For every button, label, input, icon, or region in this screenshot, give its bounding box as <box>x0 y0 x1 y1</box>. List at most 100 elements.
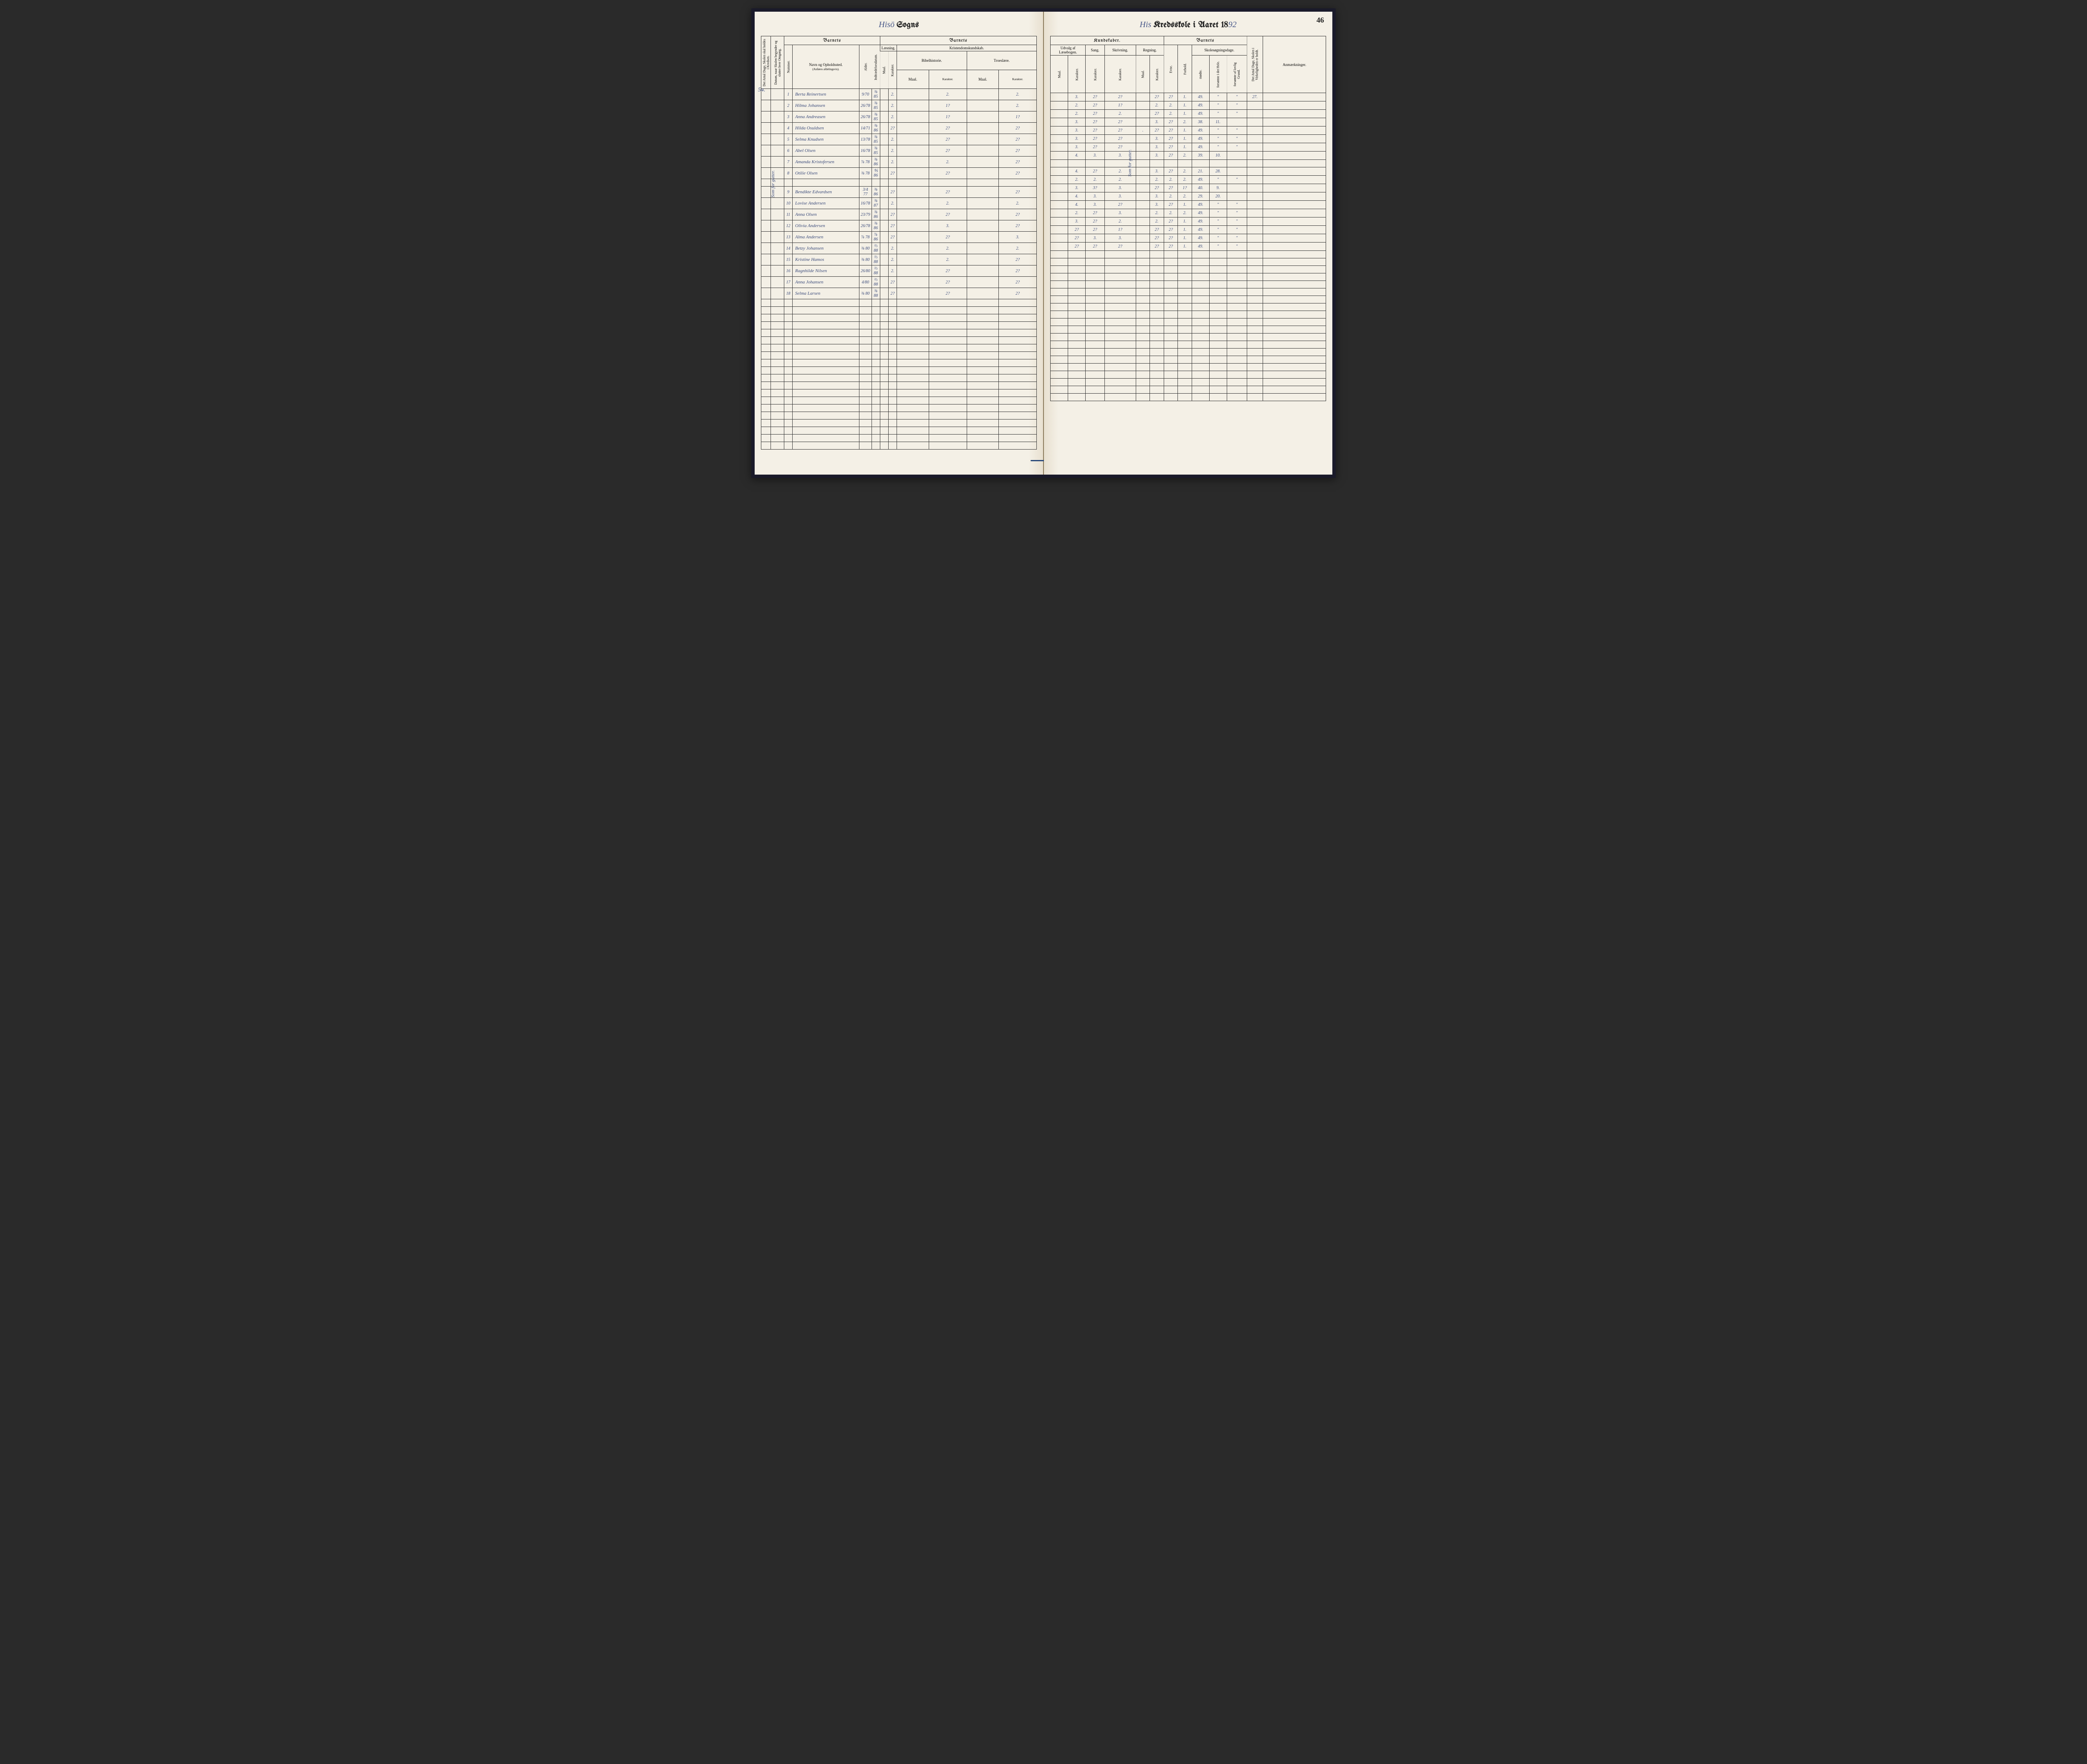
table-row: 4.3.2?3.2?1.49."" <box>1051 201 1326 209</box>
side-annotation-right: Som for gutter. <box>1127 149 1132 177</box>
table-row: 11Anna Olsen23/79⅜ 862?2?2? <box>761 209 1037 220</box>
left-page-title: Hisö Sogns <box>761 20 1037 30</box>
table-row: 15Kristine Hamos⅜ 80⅔ 882.2.2? <box>761 254 1037 265</box>
col-modte: mødte. <box>1192 56 1209 93</box>
table-row <box>1051 334 1326 341</box>
table-row <box>1051 394 1326 401</box>
table-row: 4.3.3.3.2.2.29.20. <box>1051 192 1326 201</box>
table-row <box>761 344 1037 352</box>
table-row: 3Anna Andreasen26/78⅜ 852.1?1? <box>761 111 1037 123</box>
table-row: 3.2?2?3.2?2.38.11. <box>1051 118 1326 126</box>
table-row <box>761 322 1037 329</box>
table-row: 3.2?2?3.2?1.49."" <box>1051 135 1326 143</box>
col-anmaerkninger: Anmærkninger. <box>1263 36 1326 93</box>
hdr-laesning: Læsning. <box>880 45 897 51</box>
col-laes-maal: Maal. <box>880 51 888 89</box>
hdr-sang: Sang. <box>1086 45 1105 56</box>
table-row: 2.2?2.2?2.1.49."" <box>1051 110 1326 118</box>
hdr-skrivning: Skrivning. <box>1104 45 1136 56</box>
col-reg-maal: Maal. <box>1136 56 1150 93</box>
table-row: 4.2?2.3.2?2.21.28. <box>1051 167 1326 176</box>
table-row <box>761 359 1037 367</box>
table-row <box>1051 281 1326 288</box>
table-row: 18Selma Larsen⅜ 80⅜ 882?2?2? <box>761 288 1037 299</box>
kredsskole-label: Kredsskole i Aaret 18 <box>1153 21 1228 30</box>
parish-name: Hisö <box>879 20 894 29</box>
school-name: His <box>1140 20 1151 29</box>
table-row: 16Ragnhilde Nilsen26/80⅔ 882.2?2? <box>761 265 1037 277</box>
hdr-udvalg: Udvalg af Læsebogen. <box>1051 45 1086 56</box>
table-row <box>1051 303 1326 311</box>
table-row: 1Berta Reinertsen9/70⅜ 852.2.2. <box>761 89 1037 100</box>
col-tro-maal: Maal. <box>967 70 999 89</box>
table-row <box>761 367 1037 374</box>
table-row: 8Otilie Olsen⅜ 78⅘ 862?2?2? <box>761 168 1037 179</box>
table-row <box>761 442 1037 450</box>
table-row: 3.2?2?.2?2?1.49."" <box>1051 126 1326 135</box>
col-navn: Navn og Opholdssted. (Anføres afdelingsv… <box>793 45 859 89</box>
hdr-bibelhistorie: Bibelhistorie. <box>897 51 967 70</box>
table-row <box>761 329 1037 337</box>
table-row <box>761 299 1037 307</box>
table-row <box>1051 326 1326 334</box>
table-row: 6Abel Olsen16/78⅜ 852.2?2? <box>761 145 1037 157</box>
table-row <box>1051 341 1326 349</box>
col-udv-kar: Karakter. <box>1068 56 1086 93</box>
col-skr-kar: Karakter. <box>1104 56 1136 93</box>
col-antal-dage: Det Antal Dage, Skolen skal holdes i Kre… <box>761 36 771 89</box>
table-row <box>1051 311 1326 318</box>
table-row <box>761 397 1037 404</box>
table-row <box>761 389 1037 397</box>
table-row <box>761 435 1037 442</box>
table-row <box>1051 296 1326 303</box>
hdr-troeslaere: Troeslære. <box>967 51 1036 70</box>
table-row <box>761 427 1037 435</box>
col-sang-kar: Karakter. <box>1086 56 1105 93</box>
col-bib-maal: Maal. <box>897 70 929 89</box>
col-forhold: Forhold. <box>1178 45 1192 93</box>
table-row <box>761 404 1037 412</box>
col-laes-kar: Karakter. <box>888 51 897 89</box>
table-row <box>1051 386 1326 394</box>
page-number: 46 <box>1316 16 1324 25</box>
table-row: 3.3?3.2?2?1?40.9. <box>1051 184 1326 192</box>
right-table: Kundskaber. Barnets Det Antal Dage, Skol… <box>1050 36 1326 401</box>
table-row <box>1051 318 1326 326</box>
table-row: 13Alma Andersen⅞ 78⅞ 862?2?3. <box>761 232 1037 243</box>
table-row: 2?2?1?2?2?1.49."" <box>1051 226 1326 234</box>
hdr-kundskaber: Kundskaber. <box>1051 36 1164 45</box>
table-row <box>761 352 1037 359</box>
table-row: 2?2?2?2?2?1.49."" <box>1051 243 1326 251</box>
hdr-skolesogning: Skolesøgningsdage. <box>1192 45 1247 56</box>
table-row <box>761 307 1037 314</box>
hdr-barnets-3: Barnets <box>1164 36 1247 45</box>
col-nummer: Nummer. <box>784 45 793 89</box>
table-row <box>1051 349 1326 356</box>
col-alder: Alder. <box>859 45 872 89</box>
table-row <box>1051 251 1326 258</box>
col-tro-kar: Karakter. <box>999 70 1037 89</box>
table-row <box>761 420 1037 427</box>
table-row <box>1051 379 1326 386</box>
table-row <box>1051 266 1326 273</box>
table-row: 3.2?2.2.2?1.49."" <box>1051 217 1326 226</box>
table-row <box>1051 273 1326 281</box>
hdr-barnets-1: Barnets <box>784 36 880 45</box>
table-row <box>761 314 1037 322</box>
table-row: 7Amanda Kristofersen⅞ 78⅜ 862.2.2? <box>761 157 1037 168</box>
table-row <box>761 337 1037 344</box>
hdr-barnets-2: Barnets <box>880 36 1036 45</box>
table-row: 3.2?2?3.2?1.49."" <box>1051 143 1326 152</box>
col-bib-kar: Karakter. <box>929 70 967 89</box>
table-row: 14Betzy Johansen⅜ 80⅔ 882.2.2. <box>761 243 1037 254</box>
table-row: 2.2?1?2.2.1.49."" <box>1051 101 1326 110</box>
left-page: 54. Som for gutter. Hisö Sogns Det Antal… <box>755 12 1044 475</box>
col-antal-holdt: Det Antal Dage, Skolen i Virkeligheden e… <box>1247 36 1263 93</box>
table-row: 2.2.2.2.2.2.49."" <box>1051 176 1326 184</box>
table-row <box>761 382 1037 389</box>
col-fors-grund: forsømte af lovlig Grund. <box>1227 56 1247 93</box>
table-row <box>761 412 1037 420</box>
table-row: 4Hilda Osuldsen14/71⅜ 862?2?2? <box>761 123 1037 134</box>
table-row <box>1051 364 1326 371</box>
hdr-kristendom: Kristendomskundskab. <box>897 45 1037 51</box>
